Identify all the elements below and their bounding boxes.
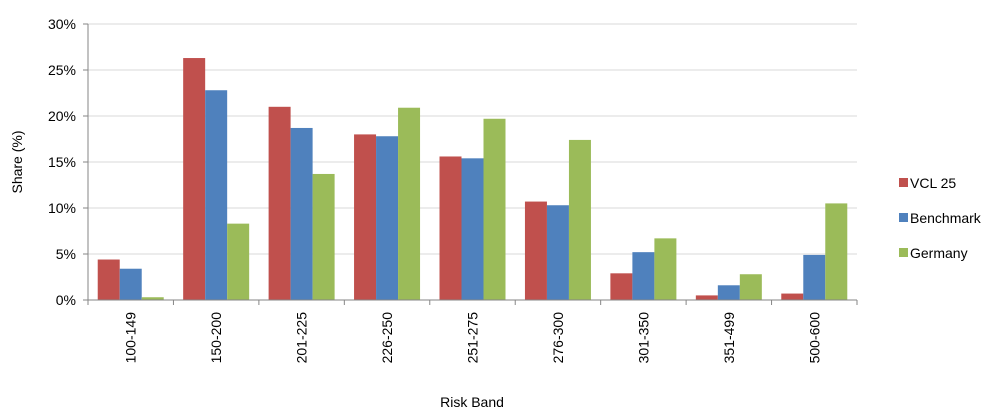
x-tick-label: 351-499 [721, 312, 737, 364]
bar [268, 106, 291, 300]
y-tick-label: 0% [56, 292, 76, 308]
bar [354, 134, 377, 300]
y-tick-label: 20% [48, 108, 76, 124]
legend-label: Germany [910, 245, 968, 261]
axes [83, 23, 858, 305]
bar [739, 274, 762, 300]
legend-label: VCL 25 [910, 175, 956, 191]
y-tick-label: 10% [48, 200, 76, 216]
bar [654, 238, 677, 300]
x-tick-label: 301-350 [635, 312, 651, 364]
legend: VCL 25 Benchmark Germany [899, 175, 982, 261]
bar [119, 268, 142, 300]
bar [398, 107, 421, 300]
bar [695, 295, 718, 300]
bar [825, 203, 848, 300]
y-tick-label: 15% [48, 154, 76, 170]
y-tick-labels: 0% 5% 10% 15% 20% 25% 30% [48, 16, 76, 308]
x-tick-label: 500-600 [806, 312, 822, 364]
bar [183, 58, 206, 300]
y-tick-label: 5% [56, 246, 76, 262]
bar [803, 254, 826, 300]
bar [439, 156, 462, 300]
bar [227, 223, 250, 300]
legend-label: Benchmark [910, 210, 982, 226]
legend-swatch [899, 213, 908, 222]
y-tick-label: 25% [48, 62, 76, 78]
x-tick-label: 100-149 [123, 312, 139, 364]
bar [524, 201, 547, 300]
x-tick-label: 251-275 [465, 312, 481, 364]
bar [97, 259, 120, 300]
x-tick-label: 226-250 [379, 312, 395, 364]
bar [546, 205, 569, 300]
x-tick-label: 201-225 [294, 312, 310, 364]
bar [312, 173, 335, 300]
x-tick-labels: 100-149 150-200 201-225 226-250 251-275 276-3… [123, 312, 823, 364]
legend-swatch [899, 248, 908, 257]
bar [568, 139, 591, 300]
bars [97, 58, 848, 301]
legend-swatch [899, 178, 908, 187]
x-tick-label: 276-300 [550, 312, 566, 364]
x-axis-title: Risk Band [440, 394, 504, 410]
bar [483, 118, 506, 300]
bar [141, 297, 164, 300]
bar [205, 90, 228, 301]
bar [781, 293, 804, 300]
bar [461, 158, 484, 300]
bar [290, 127, 313, 301]
bar [376, 136, 399, 300]
x-tick-label: 150-200 [208, 312, 224, 364]
y-axis-title: Share (%) [9, 130, 25, 193]
bar [632, 252, 655, 300]
y-tick-label: 30% [48, 16, 76, 32]
bar [717, 285, 740, 300]
bar [610, 273, 633, 300]
